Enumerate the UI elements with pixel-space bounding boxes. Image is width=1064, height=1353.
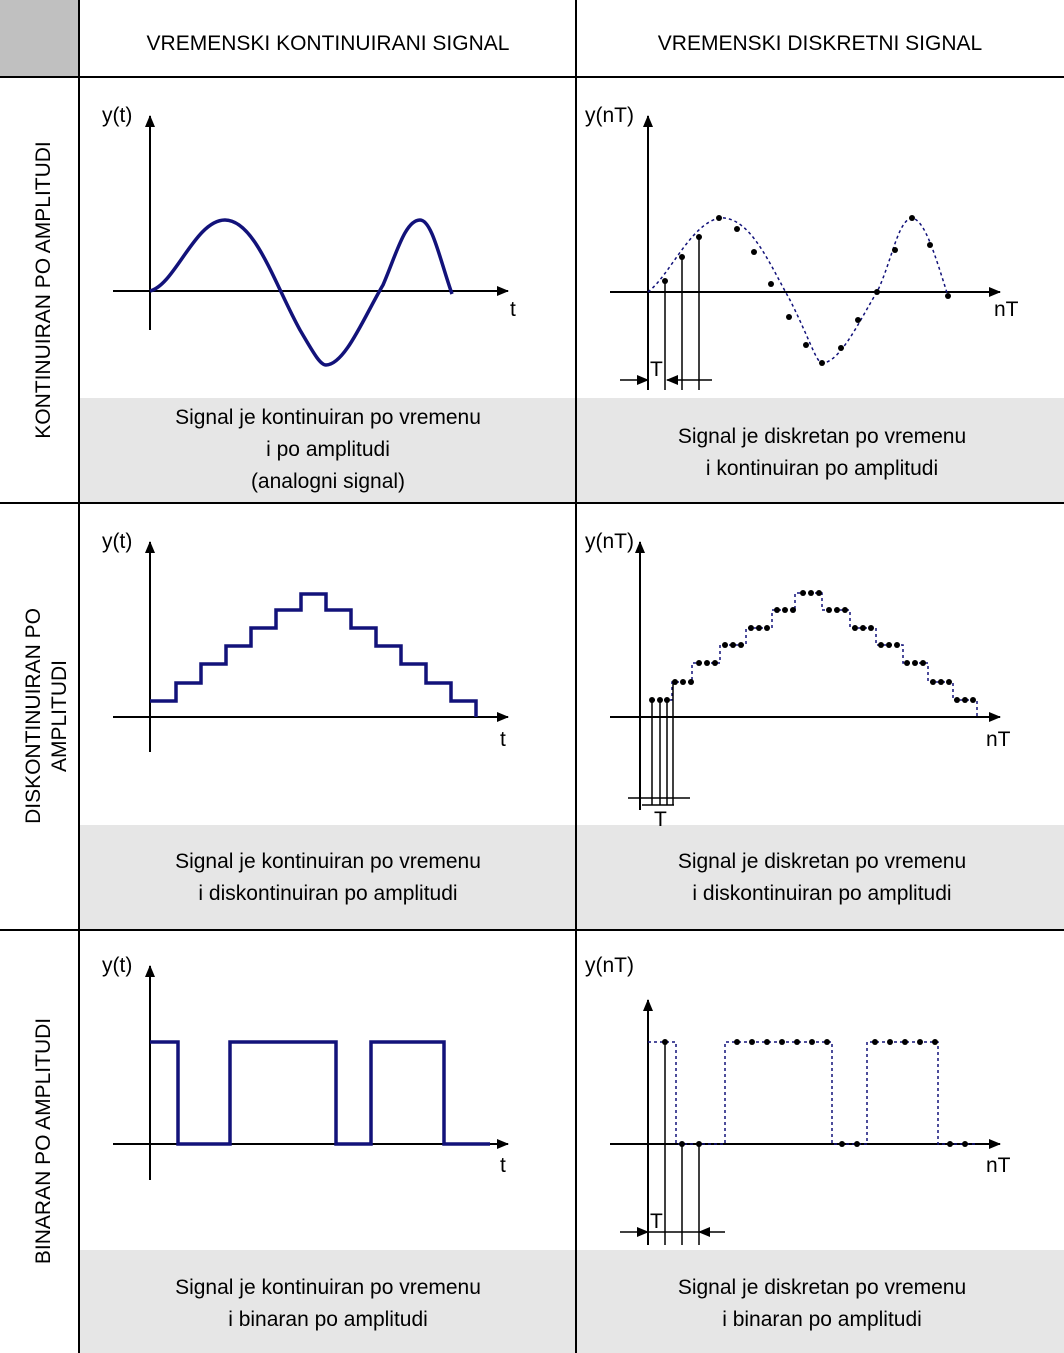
corner-cell (0, 0, 79, 76)
sample-points (649, 590, 976, 703)
svg-text:BINARAN PO AMPLITUDI: BINARAN PO AMPLITUDI (32, 1018, 55, 1264)
staircase-signal (150, 592, 478, 717)
y-axis-label: y(t) (102, 954, 132, 977)
sampled-staircase-envelope (652, 592, 978, 717)
caption: Signal je diskretan po vremenu i binaran… (678, 1276, 966, 1331)
svg-text:Signal je kontinuiran po vreme: Signal je kontinuiran po vremenu (175, 406, 481, 429)
sample-points (662, 1039, 968, 1147)
x-axis-label: nT (994, 298, 1019, 321)
svg-text:Signal je kontinuiran po vreme: Signal je kontinuiran po vremenu (175, 1276, 481, 1299)
caption-bg (577, 398, 1064, 502)
period-label: T (650, 358, 663, 381)
sampled-envelope (647, 217, 949, 364)
axes (113, 115, 1001, 1245)
caption: Signal je kontinuiran po vremenu i disko… (175, 850, 481, 905)
svg-text:Signal je diskretan po vremenu: Signal je diskretan po vremenu (678, 425, 966, 448)
caption-bg (80, 1250, 576, 1353)
y-axis-label: y(t) (102, 530, 132, 553)
caption: Signal je kontinuiran po vremenu i po am… (175, 406, 481, 493)
svg-text:DISKONTINUIRAN PO: DISKONTINUIRAN PO (22, 608, 45, 824)
x-axis-label: t (500, 728, 506, 751)
svg-text:Signal je kontinuiran po vreme: Signal je kontinuiran po vremenu (175, 850, 481, 873)
caption: Signal je kontinuiran po vremenu i binar… (175, 1276, 481, 1331)
svg-text:Signal je diskretan po vremenu: Signal je diskretan po vremenu (678, 1276, 966, 1299)
period-label: T (650, 1210, 663, 1233)
sampling-lines (664, 237, 700, 390)
x-axis-label: t (500, 1154, 506, 1177)
column-header-continuous: VREMENSKI KONTINUIRANI SIGNAL (147, 32, 510, 55)
svg-text:i kontinuiran po amplitudi: i kontinuiran po amplitudi (706, 457, 938, 480)
column-header-discrete: VREMENSKI DISKRETNI SIGNAL (658, 32, 982, 55)
sampling-lines (651, 684, 674, 805)
y-axis-label: y(nT) (585, 530, 634, 553)
period-label: T (654, 808, 667, 831)
row-label-continuous-amplitude: KONTINUIRAN PO AMPLITUDI (32, 141, 55, 439)
axis-labels: y(t) t y(nT) nT y(t) t y(nT) nT y(t) t y… (102, 104, 1019, 1177)
row-label-discontinuous-amplitude: DISKONTINUIRAN PO AMPLITUDI (22, 608, 71, 824)
svg-text:i diskontinuiran po amplitudi: i diskontinuiran po amplitudi (692, 882, 951, 905)
x-axis-label: nT (986, 1154, 1011, 1177)
svg-text:i binaran po amplitudi: i binaran po amplitudi (722, 1308, 922, 1331)
y-axis-label: y(t) (102, 104, 132, 127)
x-axis-label: t (510, 298, 516, 321)
y-axis-label: y(nT) (585, 954, 634, 977)
svg-text:i po amplitudi: i po amplitudi (266, 438, 390, 461)
svg-text:i binaran po amplitudi: i binaran po amplitudi (228, 1308, 428, 1331)
sample-points (662, 215, 951, 366)
caption: Signal je diskretan po vremenu i diskont… (678, 850, 966, 905)
analog-signal-curve (149, 218, 454, 367)
svg-text:i diskontinuiran po amplitudi: i diskontinuiran po amplitudi (198, 882, 457, 905)
svg-text:KONTINUIRAN PO AMPLITUDI: KONTINUIRAN PO AMPLITUDI (32, 141, 55, 439)
caption-bg (80, 825, 576, 929)
caption-bg (577, 1250, 1064, 1353)
caption-bg (577, 825, 1064, 929)
sampled-binary-envelope (648, 1041, 975, 1145)
row-label-binary-amplitude: BINARAN PO AMPLITUDI (32, 1018, 55, 1264)
binary-signal (150, 1040, 490, 1146)
caption: Signal je diskretan po vremenu i kontinu… (678, 425, 966, 480)
svg-text:(analogni signal): (analogni signal) (251, 470, 405, 493)
period-marker (628, 797, 690, 806)
svg-text:Signal je diskretan po vremenu: Signal je diskretan po vremenu (678, 850, 966, 873)
svg-text:AMPLITUDI: AMPLITUDI (48, 660, 71, 772)
y-axis-label: y(nT) (585, 104, 634, 127)
caption-bg (80, 398, 576, 502)
x-axis-label: nT (986, 728, 1011, 751)
